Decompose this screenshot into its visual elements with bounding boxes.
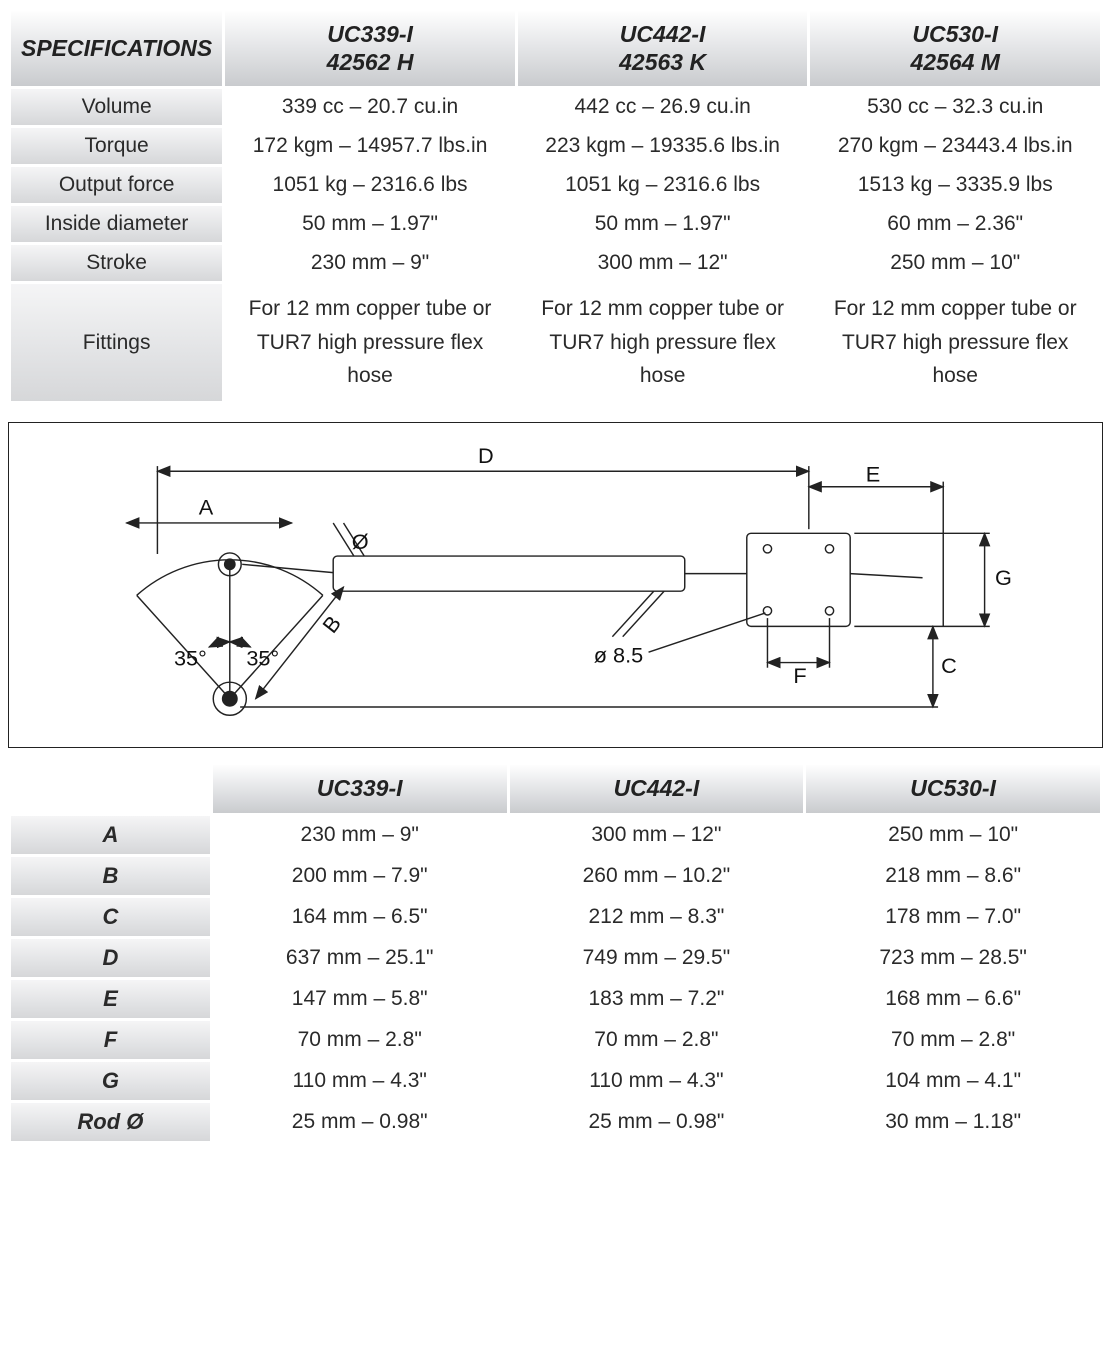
spec-cell: 60 mm – 2.36" [810, 206, 1100, 242]
dim-cell: 25 mm – 0.98" [510, 1103, 804, 1141]
spec-cell: For 12 mm copper tube or TUR7 high press… [518, 284, 808, 401]
spec-cell: 270 kgm – 23443.4 lbs.in [810, 128, 1100, 164]
dimensions-table: UC339-I UC442-I UC530-I A230 mm – 9"300 … [8, 762, 1103, 1144]
dim-cell: 200 mm – 7.9" [213, 857, 507, 895]
dim-cell: 749 mm – 29.5" [510, 939, 804, 977]
dim-cell: 260 mm – 10.2" [510, 857, 804, 895]
dim-cell: 178 mm – 7.0" [806, 898, 1100, 936]
dim-row: F70 mm – 2.8"70 mm – 2.8"70 mm – 2.8" [11, 1021, 1100, 1059]
dim-row: C164 mm – 6.5"212 mm – 8.3"178 mm – 7.0" [11, 898, 1100, 936]
dim-row: Rod Ø25 mm – 0.98"25 mm – 0.98"30 mm – 1… [11, 1103, 1100, 1141]
dim-a-label: A [199, 495, 214, 520]
dim-cell: 212 mm – 8.3" [510, 898, 804, 936]
spec-cell: 339 cc – 20.7 cu.in [225, 89, 515, 125]
spec-row-label: Stroke [11, 245, 222, 281]
dim-cell: 168 mm – 6.6" [806, 980, 1100, 1018]
spec-cell: 50 mm – 1.97" [225, 206, 515, 242]
dim-cell: 164 mm – 6.5" [213, 898, 507, 936]
dim-cell: 110 mm – 4.3" [510, 1062, 804, 1100]
dim-header-row: UC339-I UC442-I UC530-I [11, 765, 1100, 813]
dim-model-2: UC530-I [806, 765, 1100, 813]
spec-cell: 300 mm – 12" [518, 245, 808, 281]
model-line1: UC339-I [327, 21, 413, 47]
dim-row: B200 mm – 7.9"260 mm – 10.2"218 mm – 8.6… [11, 857, 1100, 895]
dim-row: G110 mm – 4.3"110 mm – 4.3"104 mm – 4.1" [11, 1062, 1100, 1100]
model-line2: 42562 H [327, 49, 414, 75]
dim-row-label: G [11, 1062, 210, 1100]
dim-phi85-label: ø 8.5 [594, 643, 643, 668]
spec-row-label: Output force [11, 167, 222, 203]
spec-cell: 442 cc – 26.9 cu.in [518, 89, 808, 125]
spec-cell: 230 mm – 9" [225, 245, 515, 281]
spec-row-label: Fittings [11, 284, 222, 401]
dim-d-label: D [478, 443, 494, 468]
spec-cell: 1051 kg – 2316.6 lbs [225, 167, 515, 203]
dim-cell: 30 mm – 1.18" [806, 1103, 1100, 1141]
dim-row: E147 mm – 5.8"183 mm – 7.2"168 mm – 6.6" [11, 980, 1100, 1018]
dim-row-label: B [11, 857, 210, 895]
dim-model-1: UC442-I [510, 765, 804, 813]
model-line1: UC442-I [620, 21, 706, 47]
spec-cell: 172 kgm – 14957.7 lbs.in [225, 128, 515, 164]
spec-header-row: SPECIFICATIONS UC339-I 42562 H UC442-I 4… [11, 11, 1100, 86]
dim-cell: 250 mm – 10" [806, 816, 1100, 854]
angle-right-label: 35° [246, 646, 279, 671]
specifications-table: SPECIFICATIONS UC339-I 42562 H UC442-I 4… [8, 8, 1103, 404]
dim-row-label: E [11, 980, 210, 1018]
spec-cell: 1513 kg – 3335.9 lbs [810, 167, 1100, 203]
dim-cell: 70 mm – 2.8" [806, 1021, 1100, 1059]
dim-f-label: F [793, 663, 806, 688]
dim-row-label: Rod Ø [11, 1103, 210, 1141]
spec-model-2: UC530-I 42564 M [810, 11, 1100, 86]
dim-cell: 104 mm – 4.1" [806, 1062, 1100, 1100]
spec-row: Volume339 cc – 20.7 cu.in442 cc – 26.9 c… [11, 89, 1100, 125]
spec-cell: 223 kgm – 19335.6 lbs.in [518, 128, 808, 164]
dim-row-label: A [11, 816, 210, 854]
model-line2: 42564 M [910, 49, 1000, 75]
dim-phi-label: Ø [352, 529, 369, 554]
dim-cell: 218 mm – 8.6" [806, 857, 1100, 895]
angle-left-label: 35° [174, 646, 207, 671]
dim-cell: 637 mm – 25.1" [213, 939, 507, 977]
dim-cell: 723 mm – 28.5" [806, 939, 1100, 977]
spec-row-label: Torque [11, 128, 222, 164]
spec-row: Torque172 kgm – 14957.7 lbs.in223 kgm – … [11, 128, 1100, 164]
dim-cell: 70 mm – 2.8" [510, 1021, 804, 1059]
spec-cell: For 12 mm copper tube or TUR7 high press… [810, 284, 1100, 401]
dim-cell: 230 mm – 9" [213, 816, 507, 854]
dim-header-blank [11, 765, 210, 813]
dim-cell: 25 mm – 0.98" [213, 1103, 507, 1141]
spec-row: Inside diameter50 mm – 1.97"50 mm – 1.97… [11, 206, 1100, 242]
spec-row: Output force1051 kg – 2316.6 lbs1051 kg … [11, 167, 1100, 203]
spec-cell: For 12 mm copper tube or TUR7 high press… [225, 284, 515, 401]
spec-row: FittingsFor 12 mm copper tube or TUR7 hi… [11, 284, 1100, 401]
dim-cell: 300 mm – 12" [510, 816, 804, 854]
spec-model-0: UC339-I 42562 H [225, 11, 515, 86]
dim-row: A230 mm – 9"300 mm – 12"250 mm – 10" [11, 816, 1100, 854]
spec-row-label: Volume [11, 89, 222, 125]
dim-model-0: UC339-I [213, 765, 507, 813]
spec-row-label: Inside diameter [11, 206, 222, 242]
dim-row-label: C [11, 898, 210, 936]
dim-c-label: C [941, 653, 957, 678]
dim-e-label: E [866, 462, 880, 487]
model-line1: UC530-I [912, 21, 998, 47]
spec-cell: 1051 kg – 2316.6 lbs [518, 167, 808, 203]
dim-cell: 70 mm – 2.8" [213, 1021, 507, 1059]
spec-cell: 250 mm – 10" [810, 245, 1100, 281]
dim-cell: 183 mm – 7.2" [510, 980, 804, 1018]
dim-row-label: D [11, 939, 210, 977]
dim-cell: 110 mm – 4.3" [213, 1062, 507, 1100]
spec-cell: 50 mm – 1.97" [518, 206, 808, 242]
model-line2: 42563 K [619, 49, 706, 75]
dim-g-label: G [995, 565, 1012, 590]
spec-row: Stroke230 mm – 9"300 mm – 12"250 mm – 10… [11, 245, 1100, 281]
spec-model-1: UC442-I 42563 K [518, 11, 808, 86]
spec-header-label: SPECIFICATIONS [11, 11, 222, 86]
dim-cell: 147 mm – 5.8" [213, 980, 507, 1018]
dim-row-label: F [11, 1021, 210, 1059]
dim-row: D637 mm – 25.1"749 mm – 29.5"723 mm – 28… [11, 939, 1100, 977]
spec-cell: 530 cc – 32.3 cu.in [810, 89, 1100, 125]
technical-diagram: D E A B G C F Ø ø 8.5 35° 35° [8, 422, 1103, 748]
